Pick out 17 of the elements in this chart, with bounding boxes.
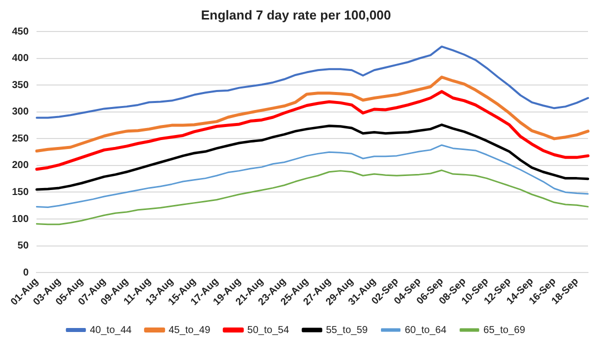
y-tick-label: 50 <box>18 240 30 252</box>
y-tick-label: 350 <box>12 80 30 91</box>
chart-title: England 7 day rate per 100,000 <box>200 7 392 22</box>
legend-label: 65_to_69 <box>483 324 526 336</box>
legend-label: 40_to_44 <box>90 324 132 336</box>
legend-label: 55_to_59 <box>326 324 368 336</box>
y-tick-label: 150 <box>12 186 30 198</box>
y-tick-label: 100 <box>12 214 30 225</box>
y-tick-label: 200 <box>12 160 30 172</box>
legend-label: 45_to_49 <box>168 324 211 336</box>
y-tick-label: 250 <box>12 133 30 144</box>
y-tick-label: 400 <box>12 53 30 64</box>
legend-label: 50_to_54 <box>247 324 290 336</box>
y-tick-label: 450 <box>12 26 30 38</box>
legend-label: 60_to_64 <box>404 324 447 336</box>
y-tick-label: 0 <box>23 267 30 278</box>
y-tick-label: 300 <box>12 106 30 118</box>
